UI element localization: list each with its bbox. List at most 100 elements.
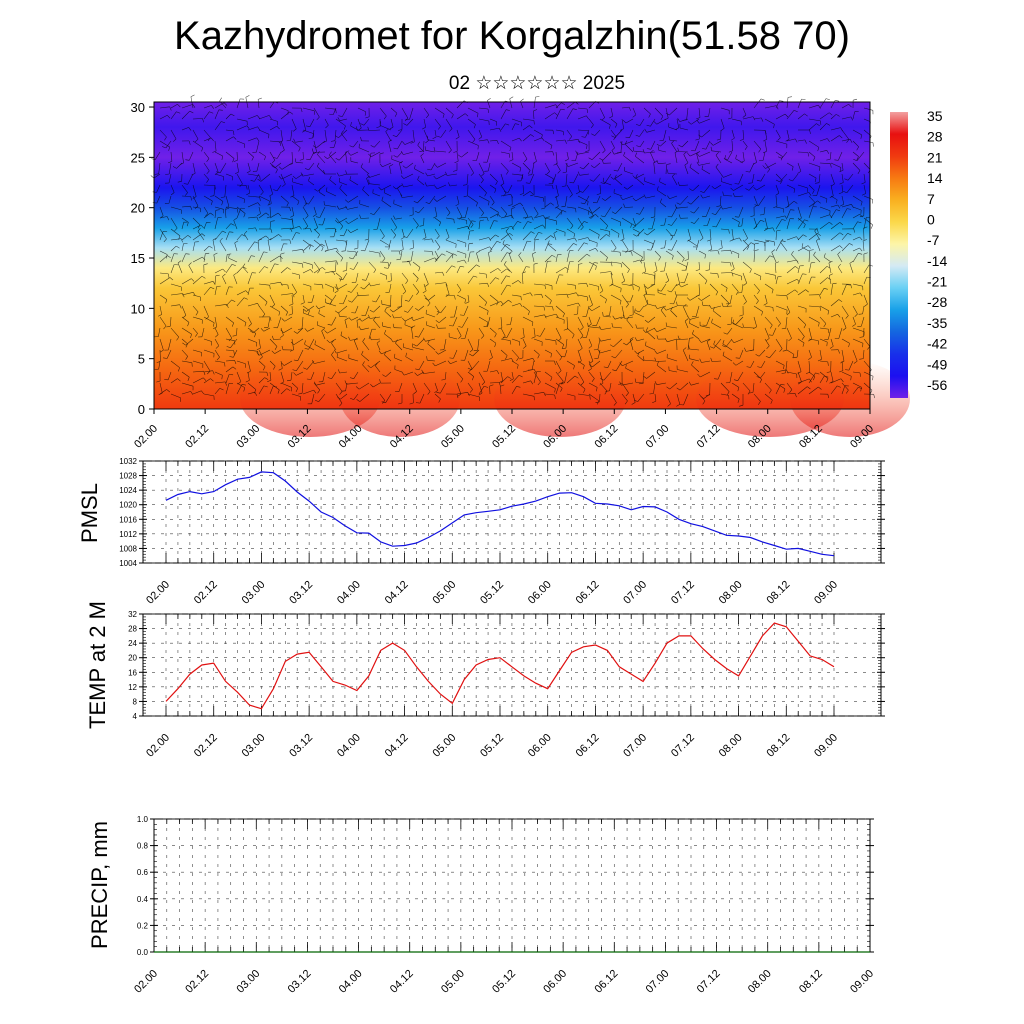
wind-barb-feather (257, 115, 260, 119)
precip-xtick-label: 07.12 (695, 968, 723, 996)
wind-barb (335, 283, 339, 291)
wind-barb (260, 173, 271, 182)
wind-barb-feather (436, 324, 438, 329)
wind-barb (841, 349, 845, 362)
wind-barb-feather (840, 203, 844, 207)
wind-barb (254, 173, 260, 182)
wind-barb-feather (779, 100, 784, 102)
wind-barb (302, 151, 304, 160)
wind-barb-feather (646, 148, 651, 150)
wind-barb-feather (381, 401, 386, 404)
wind-barb (203, 206, 209, 214)
wind-barb (555, 371, 564, 382)
wind-barb (329, 294, 337, 305)
wind-barb (838, 151, 843, 161)
wind-barb-feather (257, 351, 259, 356)
wind-barb (632, 228, 640, 233)
wind-barb (772, 327, 777, 336)
wind-barb-feather (322, 284, 324, 289)
wind-barb-feather (829, 273, 833, 276)
wind-barb (281, 162, 293, 170)
wind-barb (566, 360, 575, 366)
wind-barb-feather (619, 300, 622, 305)
wind-barb-feather (634, 350, 638, 354)
wind-barb (236, 234, 243, 241)
wind-barb-feather (366, 175, 370, 179)
wind-barb-feather (839, 135, 843, 139)
wind-barb-feather (257, 178, 262, 182)
wind-barb (511, 349, 519, 358)
wind-barb-feather (438, 398, 441, 403)
wind-barb-feather (209, 245, 213, 249)
wind-barb (258, 294, 268, 303)
wind-barb (564, 371, 568, 383)
wind-barb (749, 162, 755, 173)
wind-barb-feather (273, 365, 276, 370)
wind-barb-feather (591, 378, 595, 382)
wind-barb-feather (332, 287, 335, 292)
wind-barb (381, 184, 392, 191)
wind-barb-feather (569, 181, 574, 184)
wind-barb-feather (839, 232, 844, 236)
wind-barb (269, 151, 276, 161)
wind-barb-feather (441, 379, 446, 381)
wind-barb (588, 382, 598, 388)
wind-barb (379, 228, 385, 237)
wind-barb (280, 267, 288, 274)
wind-barb (309, 151, 315, 160)
wind-barb-feather (369, 336, 372, 340)
wind-barb (203, 281, 214, 285)
wind-barb-feather (793, 110, 798, 113)
wind-barb-feather (366, 174, 370, 178)
wind-barb (671, 283, 678, 293)
wind-barb-feather (620, 238, 625, 241)
precip-xtick-label: 05.00 (439, 968, 467, 996)
wind-barb-feather (573, 313, 578, 316)
wind-barb (318, 313, 326, 318)
wind-barb-feather (544, 314, 547, 319)
wind-barb-feather (739, 404, 744, 407)
wind-barb-feather (192, 196, 197, 199)
wind-barb (621, 283, 633, 287)
wind-barb-feather (817, 200, 821, 204)
wind-barb (758, 349, 766, 357)
wind-barb-feather (804, 219, 809, 222)
wind-barb-feather (232, 158, 235, 163)
wind-barb-feather (427, 340, 430, 344)
wind-barb (309, 118, 315, 127)
wind-barb (797, 338, 805, 344)
wind-barb (566, 327, 575, 335)
wind-barb (412, 261, 421, 268)
wind-barb-feather (643, 375, 647, 379)
wind-barb-feather (730, 187, 734, 191)
wind-barb (709, 283, 718, 292)
wind-barb-feather (676, 338, 681, 341)
wind-barb-feather (562, 171, 567, 174)
wind-barb-feather (336, 205, 340, 210)
wind-barb (342, 107, 348, 117)
wind-barb-feather (696, 161, 700, 166)
wind-barb (684, 272, 689, 283)
wind-barb (674, 152, 678, 164)
wind-barb-feather (337, 396, 341, 400)
wind-barb (648, 316, 656, 323)
wind-barb (417, 145, 425, 153)
wind-barb-feather (638, 383, 643, 385)
wind-barb-feather (467, 367, 472, 370)
wind-barb (627, 184, 634, 190)
wind-barb (500, 275, 507, 285)
wind-barb-feather (231, 264, 236, 266)
wind-barb-feather (850, 376, 852, 381)
wind-barb (379, 107, 387, 117)
wind-barb (588, 393, 599, 401)
wind-barb-feather (289, 303, 294, 306)
wind-barb (727, 151, 733, 160)
wind-barb (637, 393, 645, 402)
wind-barb (214, 381, 226, 384)
wind-barb-feather (487, 97, 491, 101)
wind-barb-feather (270, 228, 273, 233)
wind-barb-feather (385, 128, 389, 132)
wind-barb (703, 393, 711, 399)
wind-barb-feather (447, 212, 451, 216)
wind-barb (192, 224, 202, 230)
